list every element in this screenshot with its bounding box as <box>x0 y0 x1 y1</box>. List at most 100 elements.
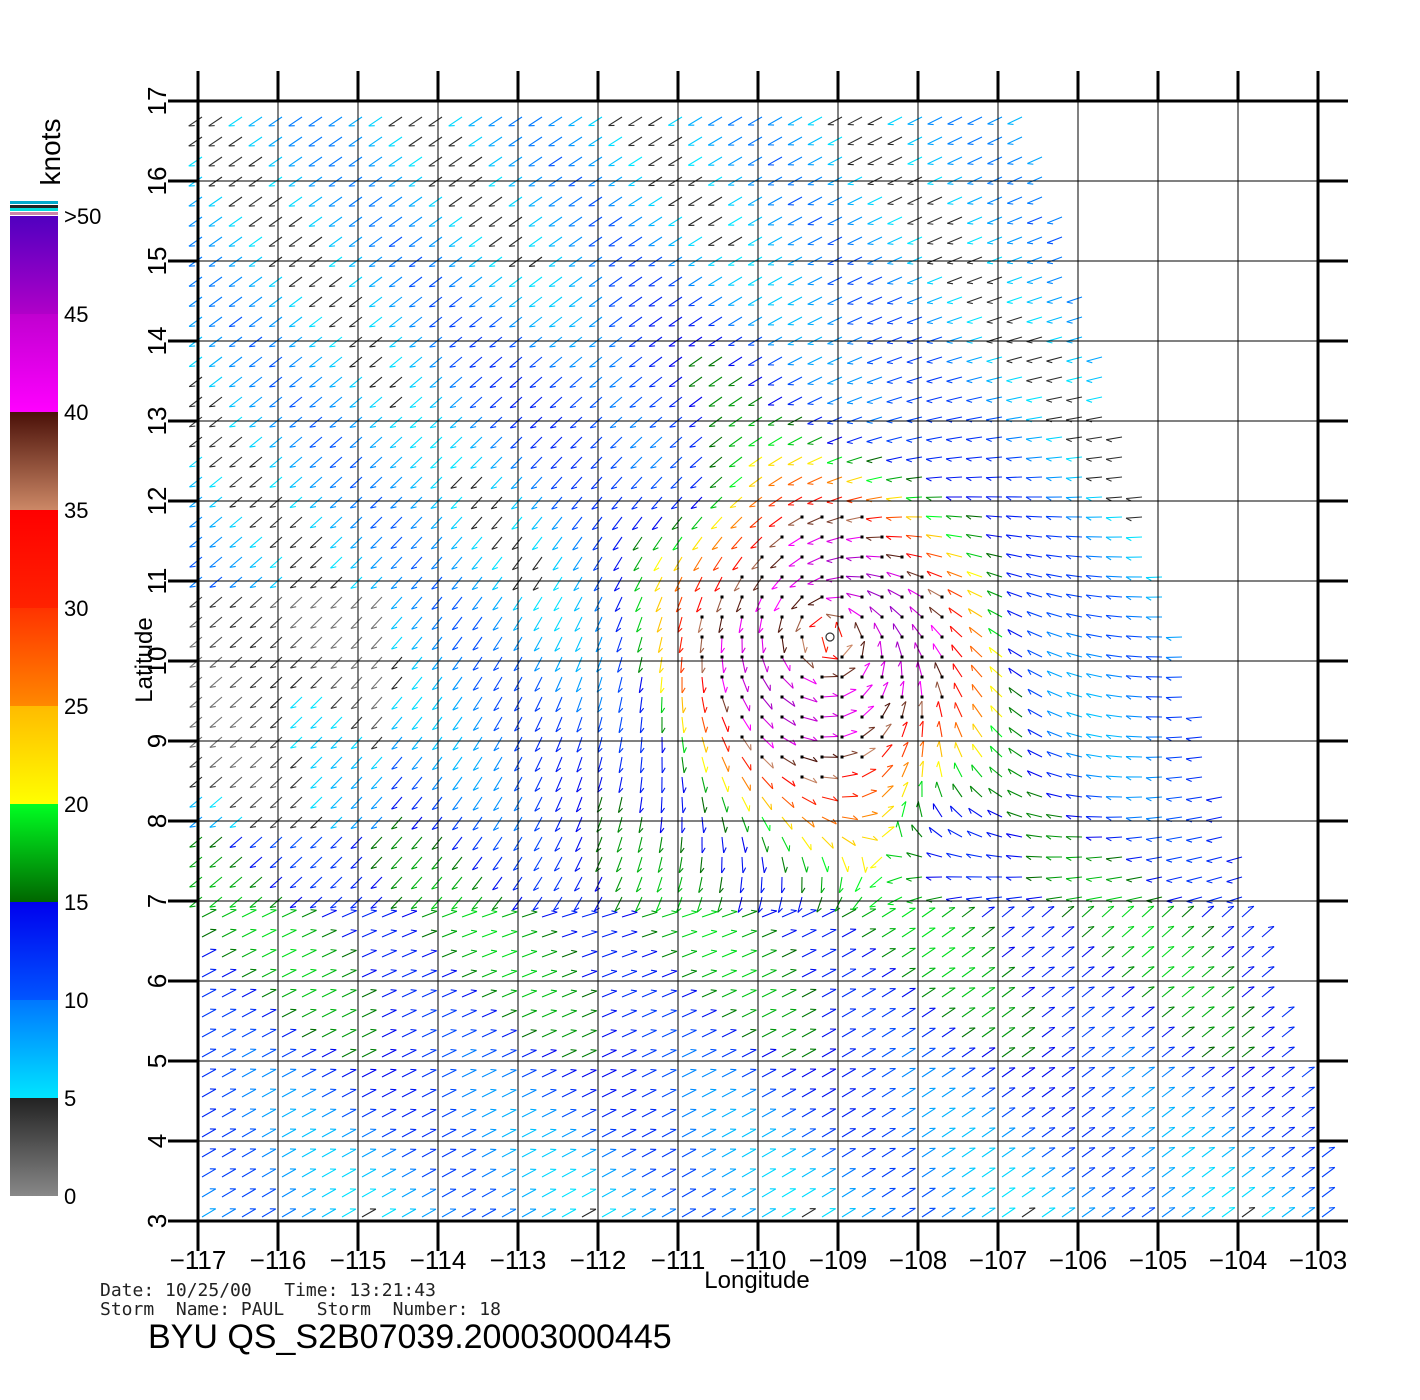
wind-shaft <box>1141 1187 1156 1198</box>
wind-shaft <box>701 1168 717 1178</box>
wind-shaft <box>361 1128 377 1138</box>
wind-barb <box>1128 986 1135 989</box>
wind-vector <box>928 826 943 838</box>
wind-shaft <box>861 836 878 841</box>
wind-shaft <box>681 1049 697 1058</box>
wind-barb <box>1228 1026 1235 1029</box>
wind-vector <box>1161 1126 1176 1138</box>
wind-vector <box>1165 736 1183 742</box>
wind-shaft <box>221 1068 237 1078</box>
wind-vector <box>987 809 1003 818</box>
wind-shaft <box>1081 1046 1096 1058</box>
rain-flag <box>740 655 744 659</box>
wind-vector <box>471 896 483 910</box>
wind-barb <box>989 685 993 692</box>
wind-vector <box>740 695 751 712</box>
rain-flag <box>740 635 744 639</box>
wind-vector <box>1041 1127 1056 1138</box>
wind-shaft <box>1221 1167 1236 1178</box>
wind-shaft <box>861 1028 877 1038</box>
wind-barb <box>371 786 378 790</box>
wind-shaft <box>1066 711 1083 718</box>
wind-shaft <box>330 876 343 889</box>
wind-vector <box>189 776 203 788</box>
wind-shaft <box>641 1129 657 1138</box>
wind-shaft <box>472 636 483 651</box>
wind-barb <box>880 660 886 667</box>
wind-barb <box>189 905 196 908</box>
wind-vector <box>241 1048 257 1058</box>
wind-shaft <box>330 736 343 749</box>
wind-vector <box>1145 656 1163 661</box>
wind-vector <box>901 927 916 938</box>
wind-shaft <box>615 616 623 633</box>
wind-vector <box>310 776 323 789</box>
wind-shaft <box>638 676 643 693</box>
wind-shaft <box>391 796 403 810</box>
wind-shaft <box>555 716 563 732</box>
wind-vector <box>760 715 774 729</box>
wind-shaft <box>621 1188 637 1198</box>
wind-shaft <box>411 776 423 790</box>
wind-vector <box>941 1067 956 1078</box>
wind-vector <box>981 1027 996 1038</box>
wind-barb <box>676 907 682 913</box>
wind-vector <box>1241 1166 1256 1178</box>
wind-shaft <box>301 1088 317 1098</box>
wind-barb <box>350 646 357 650</box>
wind-vector <box>461 989 477 998</box>
wind-barb <box>1048 1006 1055 1009</box>
wind-barb <box>290 626 297 629</box>
wind-shaft <box>781 1208 797 1218</box>
wind-vector <box>431 676 443 691</box>
wind-barb <box>639 727 645 734</box>
wind-vector <box>621 1208 637 1218</box>
wind-vector <box>1241 1186 1256 1198</box>
wind-shaft <box>641 1089 657 1098</box>
rain-flag <box>880 715 884 719</box>
wind-barb <box>854 622 857 629</box>
wind-shaft <box>1008 687 1023 698</box>
wind-shaft <box>721 656 725 673</box>
wind-shaft <box>1126 675 1143 678</box>
wind-barb <box>1188 1106 1195 1109</box>
wind-barb <box>249 806 257 809</box>
wind-barb <box>1065 878 1072 882</box>
wind-vector <box>1041 1026 1056 1038</box>
wind-vector <box>301 988 317 998</box>
wind-barb <box>611 949 618 953</box>
wind-vector <box>721 969 737 978</box>
wind-vector <box>781 949 797 958</box>
wind-barb <box>1108 946 1115 949</box>
wind-vector <box>241 1088 257 1098</box>
wind-shaft <box>411 656 423 670</box>
wind-barb <box>411 906 418 910</box>
wind-vector <box>221 988 237 998</box>
wind-shaft <box>961 1147 976 1158</box>
wind-shaft <box>1261 1207 1276 1218</box>
wind-barb <box>812 756 818 763</box>
wind-barb <box>1268 1006 1275 1009</box>
wind-vector <box>381 929 397 938</box>
wind-barb <box>930 625 933 632</box>
wind-barb <box>811 662 815 669</box>
wind-vector <box>861 1168 876 1178</box>
wind-vector <box>1027 728 1043 738</box>
wind-shaft <box>617 656 623 673</box>
wind-barb <box>651 930 658 933</box>
wind-vector <box>281 968 297 978</box>
wind-barb <box>723 847 727 854</box>
wind-shaft <box>1201 1167 1216 1178</box>
wind-shaft <box>926 852 943 858</box>
wind-vector <box>921 1047 936 1058</box>
wind-vector <box>901 1147 916 1158</box>
wind-vector <box>854 876 863 892</box>
wind-shaft <box>1261 1166 1276 1178</box>
wind-barb <box>270 646 277 649</box>
wind-vector <box>1141 925 1155 938</box>
wind-vector <box>1166 856 1183 863</box>
wind-barb <box>618 707 624 714</box>
wind-barb <box>911 824 914 831</box>
wind-barb <box>550 1029 557 1032</box>
wind-barb <box>390 909 397 912</box>
